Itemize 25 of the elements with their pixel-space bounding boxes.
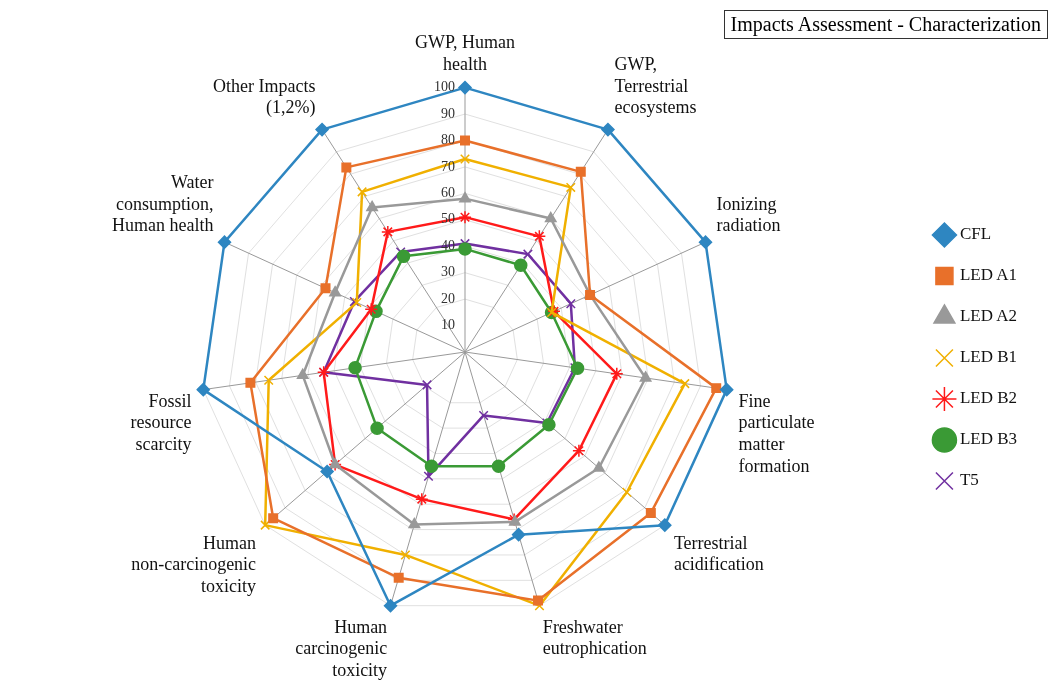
y-tick-label: 20 <box>441 290 455 306</box>
spoke-label: Fine particulate matter formation <box>738 390 815 476</box>
spoke-label: GWP, Human health <box>415 31 515 74</box>
spoke-label: Human carcinogenic toxicity <box>295 616 388 680</box>
y-tick-label: 10 <box>441 317 455 333</box>
spoke-label: Human non-carcinogenic toxicity <box>131 532 257 596</box>
spoke-label: Water consumption, Human health <box>112 171 214 236</box>
legend-label: LED B2 <box>959 388 1018 408</box>
spoke-label: GWP, Terrestrial ecosystems <box>614 54 697 118</box>
spoke-label: Freshwater eutrophication <box>542 616 647 659</box>
spoke-label: Fossil resource scarcity <box>130 390 192 455</box>
y-tick-label: 30 <box>441 264 455 280</box>
y-tick-label: 60 <box>441 185 455 201</box>
legend-label: LED A2 <box>959 306 1018 326</box>
legend-label: LED B3 <box>959 429 1018 449</box>
chart-title: Impacts Assessment - Characterization <box>723 10 1048 39</box>
legend-label: T5 <box>959 470 979 490</box>
y-tick-label: 90 <box>441 105 455 121</box>
spoke-label: Other Impacts (1,2%) <box>213 75 316 119</box>
legend-label: LED B1 <box>959 347 1018 367</box>
spoke-label: Ionizing radiation <box>716 193 781 236</box>
legend-label: LED A1 <box>959 265 1018 285</box>
spoke-label: Terrestrial acidification <box>673 532 764 575</box>
legend-label: CFL <box>959 224 992 244</box>
y-tick-label: 100 <box>434 79 455 95</box>
